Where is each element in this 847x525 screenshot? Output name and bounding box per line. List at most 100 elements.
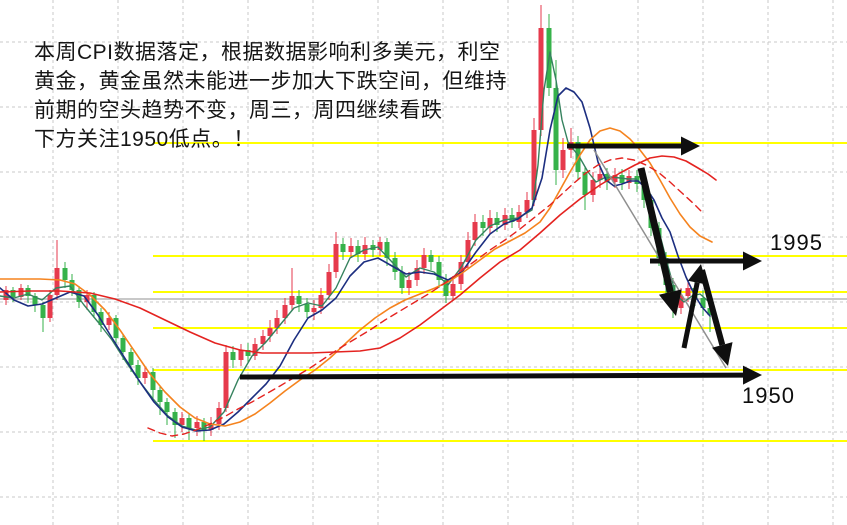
ma-orange (0, 127, 713, 427)
candle-up (18, 288, 24, 297)
analysis-annotation: 本周CPI数据落定，根据数据影响利多美元，利空 黄金，黄金虽然未能进一步加大下跌… (34, 38, 507, 154)
candle-up (472, 222, 478, 240)
candle-down (494, 218, 500, 225)
candle-up (612, 175, 618, 182)
candle-up (597, 174, 603, 180)
candle-down (172, 412, 178, 425)
candle-up (421, 255, 427, 268)
candle-down (91, 295, 97, 312)
candle-down (553, 88, 559, 170)
candle-up (333, 244, 339, 272)
candle-down (443, 280, 449, 296)
candle-up (487, 218, 493, 228)
candle-down (296, 296, 302, 304)
candle-up (450, 284, 456, 296)
candle-down (10, 290, 16, 297)
down-leg-arrow (637, 167, 682, 316)
note-line-2: 黄金，黄金虽然未能进一步加大下跌空间，但维持 (34, 70, 507, 93)
candle-down (304, 304, 310, 312)
candle-down (120, 338, 126, 352)
ma-lines (0, 51, 717, 437)
candle-up (274, 318, 280, 328)
candle-down (480, 222, 486, 228)
candle-up (531, 130, 537, 200)
candle-up (179, 418, 185, 425)
candle-down (76, 290, 82, 302)
candle-up (318, 295, 324, 308)
candle-up (282, 305, 288, 318)
candle-up (538, 28, 544, 130)
candle-down (62, 268, 68, 280)
candle-up (260, 336, 266, 344)
candle-down (135, 365, 141, 378)
candle-up (406, 280, 412, 288)
candle-down (707, 308, 713, 315)
note-line-4: 下方关注1950低点。！ (34, 128, 255, 151)
candle-up (252, 344, 258, 356)
candle-down (69, 280, 75, 290)
arrow-head (681, 136, 700, 156)
candle-up (84, 295, 90, 302)
resistance-arrow-top (567, 136, 700, 156)
candle-up (524, 200, 530, 212)
candle-down (384, 242, 390, 258)
candle-down (399, 272, 405, 288)
candle-up (311, 308, 317, 312)
annotation-arrows (239, 136, 762, 385)
candle-down (40, 305, 46, 318)
ma-navy (0, 87, 711, 432)
candle-down (230, 352, 236, 360)
ma-red (0, 155, 717, 354)
candle-up (678, 296, 684, 308)
candle-down (128, 352, 134, 365)
candle-up (47, 295, 53, 318)
note-line-1: 本周CPI数据落定，根据数据影响利多美元，利空 (34, 41, 501, 64)
candle-up (194, 422, 200, 428)
arrow-head (658, 289, 682, 316)
candle-down (157, 390, 163, 402)
candle-down (32, 296, 38, 305)
candle-up (3, 290, 9, 300)
candle-up (267, 328, 273, 336)
candle-up (560, 150, 566, 170)
candle-up (414, 268, 420, 280)
candle-up (348, 246, 354, 252)
candle-down (436, 262, 442, 280)
candle-up (238, 350, 244, 360)
candle-up (590, 180, 596, 195)
drop-projection-arrow (699, 269, 733, 366)
candle-down (355, 246, 361, 254)
candle-up (326, 272, 332, 295)
level-1950-arrow (239, 365, 762, 385)
candle-down (428, 255, 434, 262)
candle-down (201, 422, 207, 430)
candle-up (54, 268, 60, 295)
candle-up (377, 242, 383, 250)
candle-down (245, 350, 251, 356)
candle-down (582, 172, 588, 195)
price-label-1995: 1995 (770, 230, 823, 255)
candle-down (700, 298, 706, 308)
candle-down (186, 418, 192, 428)
candle-up (223, 352, 229, 408)
note-line-3: 前期的空头趋势不变，周三，周四继续看跌 (34, 99, 443, 122)
candle-down (164, 402, 170, 412)
price-label-1950: 1950 (742, 383, 795, 408)
ma-red-dashed (147, 157, 703, 437)
candle-up (216, 408, 222, 424)
candle-down (340, 244, 346, 252)
arrow-head (712, 342, 733, 366)
arrow-head (742, 365, 762, 385)
candle-up (208, 424, 214, 430)
candle-up (685, 288, 691, 296)
candle-down (150, 372, 156, 390)
level-1995-arrow (650, 251, 762, 271)
candle-up (142, 372, 148, 378)
candle-up (289, 296, 295, 305)
candle-up (465, 240, 471, 262)
candle-down (113, 318, 119, 338)
candle-down (619, 175, 625, 183)
candle-down (25, 288, 31, 296)
